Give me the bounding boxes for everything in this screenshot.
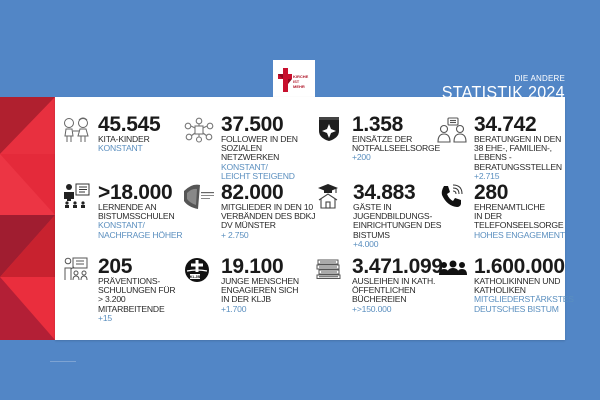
stat-number: 3.471.099 [352, 255, 443, 278]
header-subtitle: DIE ANDERE [514, 74, 565, 83]
logo-line-3: MEHR [293, 84, 305, 89]
statistics-card: 45.545 KITA-KINDER KONSTANT [55, 97, 574, 340]
stat-description: MITGLIEDER IN DEN 10 VERBÄNDEN DES BDKJ … [221, 202, 316, 231]
stat-trend: HOHES ENGAGEMENT [474, 229, 565, 240]
stat-body: 1.358 EINSÄTZE DER NOTFALLSEELSORGE +200 [352, 113, 441, 163]
stat-description: EHRENAMTLICHE IN DER TELEFONSEELSORGE [474, 202, 564, 231]
stat-trend: + 2.750 [221, 229, 249, 240]
stat-number: 205 [98, 255, 133, 278]
stat-body: 205 PRÄVENTIONS- SCHULUNGEN FÜR > 3.200 … [98, 255, 176, 323]
stat-number: 45.545 [98, 113, 161, 136]
stat-trend: KONSTANT/ NACHFRAGE HÖHER [98, 220, 183, 240]
stat-body: 37.500 FOLLOWER IN DEN SOZIALEN NETZWERK… [221, 113, 298, 181]
stat-body: 1.600.000 KATHOLIKINNEN UND KATHOLIKEN M… [474, 255, 574, 314]
stat-description: LERNENDE AN BISTUMSSCHULEN [98, 202, 175, 222]
header-title: STATISTIK 2024 [441, 82, 565, 102]
phone-icon [441, 184, 463, 207]
logo-line-1: KIRCHE [293, 74, 309, 79]
education-house-icon [318, 184, 338, 209]
stat-trend: +15 [98, 312, 112, 323]
stat-trend: KONSTANT/ LEICHT STEIGEND [221, 161, 295, 181]
stat-description: GÄSTE IN JUGENDBILDUNGS- EINRICHTUNGEN D… [353, 202, 442, 240]
stat-description: EINSÄTZE DER NOTFALLSEELSORGE [352, 134, 441, 154]
stat-trend: +>150.000 [352, 303, 392, 314]
header: DIE ANDERE STATISTIK 2024 [431, 74, 565, 102]
stat-trend: MITGLIEDERSTÄRKSTES DEUTSCHES BISTUM [474, 294, 574, 314]
stat-body: 19.100 JUNGE MENSCHEN ENGAGIEREN SICH IN… [221, 255, 299, 314]
social-network-icon [184, 117, 214, 143]
logo-line-2: IST [293, 79, 300, 84]
stat-body: 3.471.099 AUSLEIHEN IN KATH. ÖFFENTLICHE… [352, 255, 443, 314]
stat-description: FOLLOWER IN DEN SOZIALEN NETZWERKEN [221, 134, 298, 163]
stat-body: 45.545 KITA-KINDER KONSTANT [98, 113, 161, 154]
stat-body: 34.883 GÄSTE IN JUGENDBILDUNGS- EINRICHT… [353, 181, 442, 249]
children-icon [64, 117, 89, 142]
cross-logo-icon [278, 68, 292, 92]
counseling-icon [437, 117, 467, 143]
stat-description: PRÄVENTIONS- SCHULUNGEN FÜR > 3.200 MITA… [98, 276, 176, 314]
stat-number: 280 [474, 181, 509, 204]
stat-trend: +1.700 [221, 303, 247, 314]
stat-trend: KONSTANT [98, 143, 143, 154]
bdkj-logo-icon [184, 184, 214, 209]
kljb-logo-icon: KLJB [185, 258, 209, 282]
stat-number: 1.358 [352, 113, 404, 136]
stat-number: 82.000 [221, 181, 284, 204]
logo-text: KIRCHE IST MEHR [293, 74, 308, 89]
stat-description: JUNGE MENSCHEN ENGAGIEREN SICH IN DER KL… [221, 276, 299, 305]
books-icon [316, 259, 341, 279]
emergency-chaplaincy-shield-icon [319, 117, 339, 141]
training-icon [64, 257, 88, 281]
red-geometric-decoration [0, 97, 55, 340]
stat-description: BERATUNGEN IN DEN 38 EHE-, FAMILIEN-, LE… [474, 134, 562, 172]
stat-number: 19.100 [221, 255, 284, 278]
stat-number: 34.883 [353, 181, 416, 204]
stat-trend: +200 [352, 152, 371, 163]
stat-body: >18.000 LERNENDE AN BISTUMSSCHULEN KONST… [98, 181, 183, 240]
stat-number: 37.500 [221, 113, 284, 136]
stat-number: 1.600.000 [474, 255, 565, 278]
stat-description: KATHOLIKINNEN UND KATHOLIKEN [474, 276, 561, 296]
group-icon [439, 260, 467, 275]
stat-description: AUSLEIHEN IN KATH. ÖFFENTLICHEN BÜCHEREI… [352, 276, 436, 305]
stat-body: 34.742 BERATUNGEN IN DEN 38 EHE-, FAMILI… [474, 113, 562, 181]
decorative-line [50, 361, 76, 362]
svg-text:KLJB: KLJB [190, 274, 201, 279]
stat-body: 280 EHRENAMTLICHE IN DER TELEFONSEELSORG… [474, 181, 565, 240]
stat-body: 82.000 MITGLIEDER IN DEN 10 VERBÄNDEN DE… [221, 181, 316, 240]
stat-description: KITA-KINDER [98, 134, 150, 144]
stat-trend: +4.000 [353, 238, 379, 249]
stat-number: >18.000 [98, 181, 173, 204]
stat-number: 34.742 [474, 113, 537, 136]
lecture-icon [64, 183, 90, 208]
stat-trend: +2.715 [474, 170, 500, 181]
